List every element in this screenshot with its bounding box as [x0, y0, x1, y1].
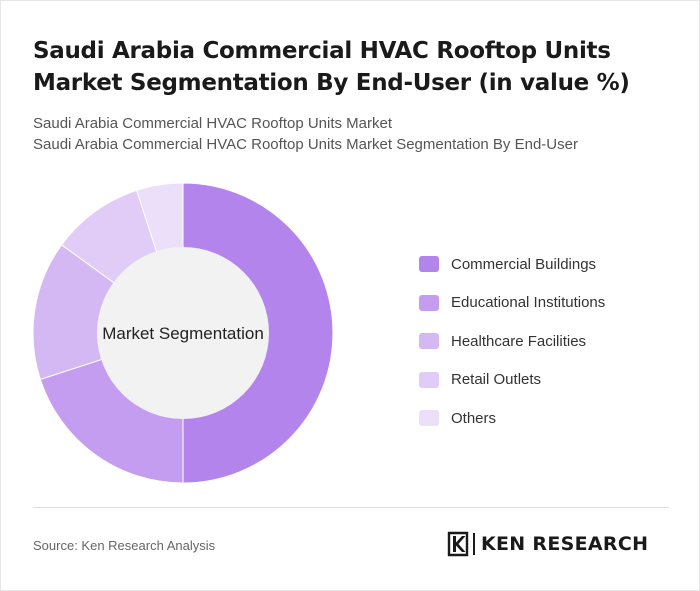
logo-text: KEN RESEARCH — [481, 533, 649, 555]
legend-item-healthcare-facilities: Healthcare Facilities — [419, 322, 679, 361]
legend-label: Commercial Buildings — [451, 255, 597, 273]
footer-divider — [33, 507, 669, 508]
legend-item-commercial-buildings: Commercial Buildings — [419, 245, 679, 284]
donut-center-label: Market Segmentation — [102, 324, 264, 343]
legend-swatch — [419, 256, 439, 273]
legend-swatch — [419, 410, 439, 427]
chart-subtitle-2: Saudi Arabia Commercial HVAC Rooftop Uni… — [33, 136, 578, 153]
legend-item-others: Others — [419, 399, 679, 438]
legend-swatch — [419, 371, 439, 388]
chart-title: Saudi Arabia Commercial HVAC Rooftop Uni… — [33, 38, 630, 96]
legend-item-educational-institutions: Educational Institutions — [419, 284, 679, 323]
chart-subtitle-1: Saudi Arabia Commercial HVAC Rooftop Uni… — [33, 115, 393, 132]
legend-label: Educational Institutions — [451, 294, 606, 312]
ken-research-logo: KEN RESEARCH — [447, 531, 648, 557]
chart-legend: Commercial Buildings Educational Institut… — [419, 245, 679, 438]
donut-center — [97, 247, 269, 419]
legend-label: Healthcare Facilities — [451, 332, 587, 350]
logo-separator — [473, 533, 475, 555]
legend-item-retail-outlets: Retail Outlets — [419, 361, 679, 400]
donut-chart: Market Segmentation — [32, 182, 334, 484]
ken-research-logo-icon — [447, 531, 469, 557]
legend-swatch — [419, 333, 439, 350]
legend-label: Retail Outlets — [451, 371, 542, 389]
legend-label: Others — [451, 409, 497, 427]
legend-swatch — [419, 294, 439, 311]
source-note: Source: Ken Research Analysis — [33, 538, 216, 553]
